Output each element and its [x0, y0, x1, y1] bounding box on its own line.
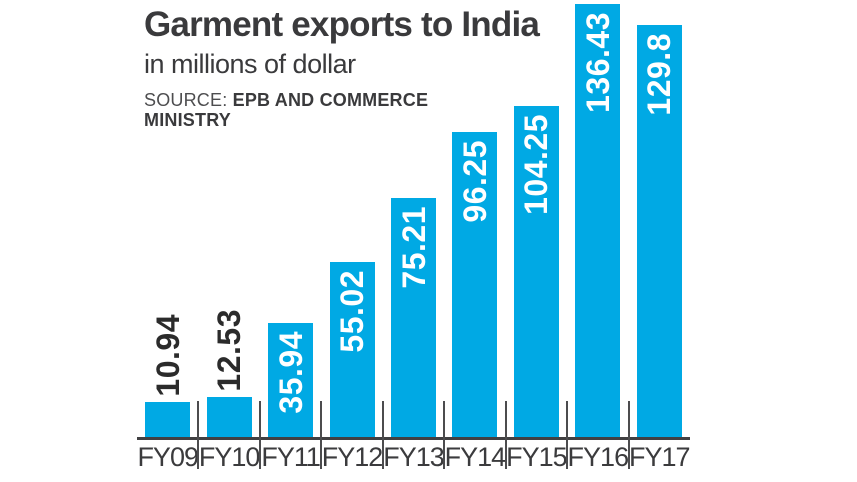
axis-tick: [627, 401, 630, 469]
axis-tick: [566, 401, 569, 469]
bar-fy11: 35.94: [268, 323, 314, 437]
axis-tick: [320, 401, 323, 469]
bar-fy15: 104.25: [513, 106, 559, 437]
bar-value-label: 12.53: [211, 309, 248, 392]
x-axis-label-fy09: FY09: [137, 442, 199, 472]
bar-value-label: 55.02: [334, 270, 371, 353]
x-axis-label-fy14: FY14: [444, 442, 507, 472]
x-axis-label-fy17: FY17: [628, 442, 691, 472]
bar-fy13: 75.21: [391, 198, 436, 437]
chart-source: SOURCE: EPB AND COMMERCE MINISTRY: [144, 90, 482, 130]
bar-fy12: 55.02: [329, 262, 375, 437]
source-label: SOURCE:: [144, 90, 228, 110]
bar-fy17: 129.8: [636, 25, 682, 437]
bar-value-label: 10.94: [149, 314, 186, 397]
axis-tick: [381, 401, 384, 469]
bar-value-label: 35.94: [272, 331, 309, 414]
axis-tick: [258, 401, 261, 469]
bar-fy09: 10.94: [145, 314, 191, 437]
x-axis-label-fy12: FY12: [321, 442, 384, 472]
bar-fy10: 12.53: [206, 309, 252, 437]
bar-value-label: 75.21: [395, 206, 432, 289]
chart-header: Garment exports to India in millions of …: [144, 2, 540, 130]
bar-fy16: 136.43: [575, 4, 621, 437]
axis-tick: [504, 401, 507, 469]
bar-value-label: 104.25: [518, 114, 555, 215]
x-axis-label-fy10: FY10: [198, 442, 261, 472]
chart-title: Garment exports to India: [144, 5, 540, 44]
x-axis-label-fy11: FY11: [261, 442, 321, 472]
x-axis-line: [137, 437, 690, 440]
bar-chart-plot: 10.94 FY09 12.53 FY10 35.94 FY11 55.02 FY12 75.2…: [137, 0, 691, 482]
x-axis-label-fy15: FY15: [506, 442, 568, 472]
bar-fy14: 96.25: [452, 132, 498, 437]
source-text: EPB AND COMMERCE MINISTRY: [144, 90, 429, 130]
chart-subtitle: in millions of dollar: [144, 49, 356, 79]
bar-value-label: 136.43: [579, 12, 616, 113]
x-axis-label-fy16: FY16: [567, 442, 630, 472]
bar-value-label: 96.25: [456, 140, 493, 223]
bar-value-label: 129.8: [641, 33, 678, 116]
axis-tick: [197, 401, 200, 469]
x-axis-label-fy13: FY13: [383, 442, 445, 472]
axis-tick: [443, 401, 446, 469]
